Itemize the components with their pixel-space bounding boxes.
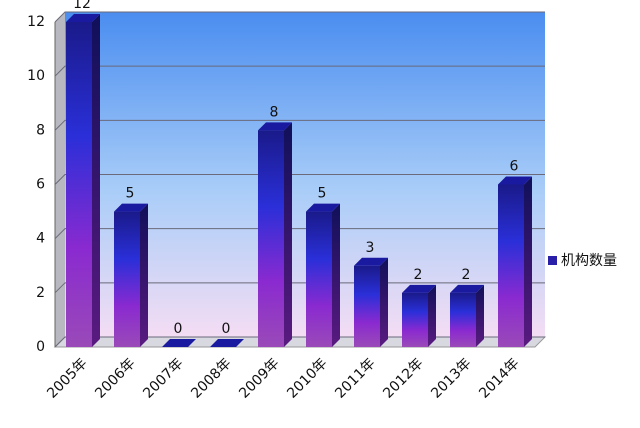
- grid-line: [54, 11, 545, 23]
- y-tick-label: 6: [36, 177, 45, 193]
- bar-side: [332, 203, 340, 347]
- bar-top: [354, 257, 388, 266]
- x-tick-label: 2014年: [476, 355, 522, 401]
- x-tick-label: 2005年: [44, 355, 90, 401]
- bar: [66, 22, 92, 347]
- x-tick-label: 2008年: [188, 355, 234, 401]
- bar-side: [428, 284, 436, 347]
- bar-top: [258, 122, 292, 131]
- data-label: 3: [366, 240, 375, 256]
- bar: [450, 292, 476, 347]
- bar-side: [524, 176, 532, 347]
- data-label: 5: [318, 186, 327, 202]
- data-label: 2: [414, 267, 423, 283]
- data-label: 6: [510, 159, 519, 175]
- bar: [114, 211, 140, 347]
- bar: [402, 292, 428, 347]
- bar: [306, 211, 332, 347]
- y-tick-label: 0: [36, 339, 45, 355]
- grid-line: [54, 228, 545, 240]
- bar-top: [498, 176, 532, 185]
- data-label: 0: [174, 321, 183, 337]
- x-tick-label: 2012年: [380, 355, 426, 401]
- x-tick-label: 2009年: [236, 355, 282, 401]
- x-tick-label: 2007年: [140, 355, 186, 401]
- x-tick-label: 2006年: [92, 355, 138, 401]
- y-tick-label: 2: [36, 285, 45, 301]
- grid-line: [54, 119, 545, 131]
- y-tick-label: 12: [27, 14, 45, 30]
- y-tick-label: 8: [36, 122, 45, 138]
- data-label: 8: [270, 104, 279, 120]
- bar-side: [140, 203, 148, 347]
- bar-top: [114, 203, 148, 212]
- x-tick-label: 2010年: [284, 355, 330, 401]
- legend-label: 机构数量: [561, 253, 617, 269]
- data-label: 5: [126, 186, 135, 202]
- grid-line: [54, 65, 545, 77]
- bar: [498, 184, 524, 347]
- y-tick-label: 10: [27, 68, 45, 84]
- data-label: 12: [73, 0, 91, 12]
- grid-line: [54, 174, 545, 185]
- bar-top: [210, 339, 244, 347]
- bar-top: [66, 14, 100, 22]
- legend-swatch: [548, 256, 557, 265]
- bar-top: [450, 284, 484, 293]
- bar-top: [162, 339, 196, 347]
- bar-side: [476, 284, 484, 347]
- data-label: 2: [462, 267, 471, 283]
- x-tick-label: 2013年: [428, 355, 474, 401]
- bar-side: [284, 122, 292, 347]
- bar: [354, 265, 380, 347]
- bar-top: [306, 203, 340, 212]
- bar-top: [402, 284, 436, 293]
- x-tick-label: 2011年: [332, 355, 378, 401]
- bar: [258, 130, 284, 347]
- bar-side: [92, 14, 100, 347]
- y-tick-label: 4: [36, 231, 45, 247]
- data-label: 0: [222, 321, 231, 337]
- bar-side: [380, 257, 388, 347]
